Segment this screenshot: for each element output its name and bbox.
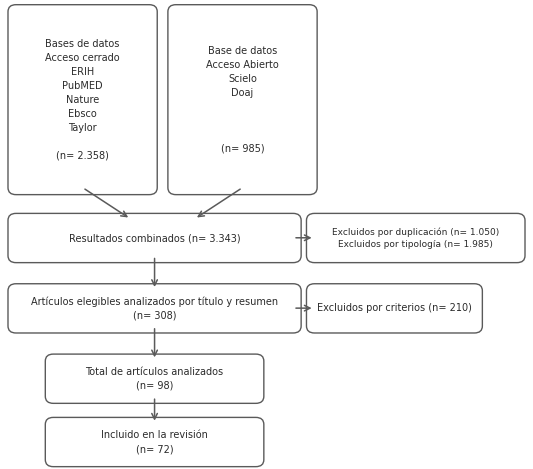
Text: Artículos elegibles analizados por título y resumen
(n= 308): Artículos elegibles analizados por títul… — [31, 296, 278, 321]
Text: Excluidos por duplicación (n= 1.050)
Excluidos por tipología (n= 1.985): Excluidos por duplicación (n= 1.050) Exc… — [332, 227, 499, 249]
FancyBboxPatch shape — [306, 284, 482, 333]
FancyBboxPatch shape — [306, 213, 525, 263]
FancyBboxPatch shape — [8, 284, 301, 333]
FancyBboxPatch shape — [8, 5, 157, 195]
Text: Bases de datos
Acceso cerrado
ERIH
PubMED
Nature
Ebsco
Taylor

(n= 2.358): Bases de datos Acceso cerrado ERIH PubME… — [45, 38, 120, 161]
Text: Excluidos por criterios (n= 210): Excluidos por criterios (n= 210) — [317, 303, 472, 313]
FancyBboxPatch shape — [8, 213, 301, 263]
Text: Resultados combinados (n= 3.343): Resultados combinados (n= 3.343) — [69, 233, 240, 243]
Text: Incluido en la revisión
(n= 72): Incluido en la revisión (n= 72) — [101, 430, 208, 454]
Text: Total de artículos analizados
(n= 98): Total de artículos analizados (n= 98) — [85, 367, 224, 391]
FancyBboxPatch shape — [45, 417, 264, 467]
FancyBboxPatch shape — [168, 5, 317, 195]
Text: Base de datos
Acceso Abierto
Scielo
Doaj



(n= 985): Base de datos Acceso Abierto Scielo Doaj… — [206, 45, 279, 154]
FancyBboxPatch shape — [45, 354, 264, 403]
